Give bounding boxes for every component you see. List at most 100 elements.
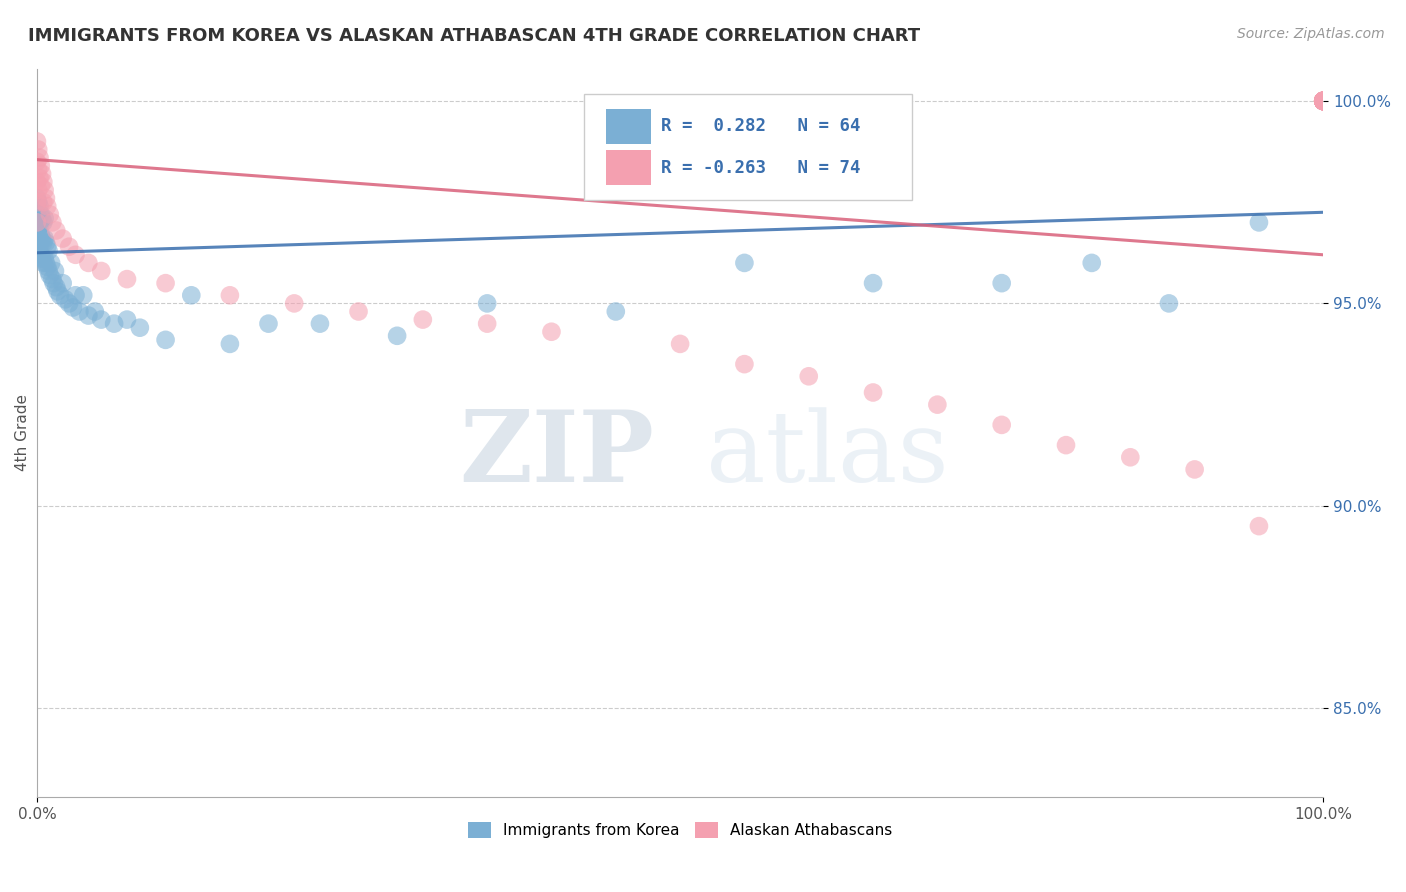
- Point: [52, 276, 75, 290]
- Point: [32, 215, 55, 229]
- Point: [31, 231, 53, 245]
- Point: [1312, 94, 1334, 108]
- Point: [53, 293, 76, 307]
- Point: [1119, 450, 1142, 465]
- Point: [1312, 94, 1334, 108]
- Point: [1312, 94, 1334, 108]
- Point: [27, 195, 49, 210]
- Point: [27, 211, 49, 226]
- Point: [1080, 256, 1102, 270]
- Point: [862, 276, 884, 290]
- Bar: [606, 150, 651, 186]
- Point: [37, 240, 59, 254]
- Point: [42, 276, 65, 290]
- Point: [257, 317, 280, 331]
- Point: [32, 195, 55, 210]
- Point: [90, 312, 112, 326]
- Point: [45, 223, 67, 237]
- Point: [605, 304, 627, 318]
- Point: [44, 264, 66, 278]
- Point: [27, 227, 49, 242]
- Point: [67, 304, 90, 318]
- Point: [27, 162, 49, 177]
- Point: [34, 231, 56, 245]
- Point: [32, 235, 55, 250]
- Point: [30, 248, 52, 262]
- Point: [1312, 94, 1334, 108]
- Point: [155, 276, 177, 290]
- Point: [27, 143, 49, 157]
- Point: [28, 170, 51, 185]
- Point: [35, 235, 58, 250]
- Point: [25, 195, 48, 210]
- Point: [25, 235, 48, 250]
- Point: [90, 264, 112, 278]
- Point: [733, 357, 755, 371]
- Point: [1184, 462, 1206, 476]
- Point: [30, 178, 52, 193]
- Point: [27, 183, 49, 197]
- Point: [1312, 94, 1334, 108]
- Point: [1247, 519, 1270, 533]
- Point: [46, 285, 69, 299]
- Point: [72, 288, 94, 302]
- Point: [1312, 94, 1334, 108]
- Point: [35, 191, 58, 205]
- Point: [219, 288, 242, 302]
- Point: [65, 288, 87, 302]
- Point: [62, 301, 84, 315]
- Text: Source: ZipAtlas.com: Source: ZipAtlas.com: [1237, 27, 1385, 41]
- Point: [30, 227, 52, 242]
- Point: [180, 288, 202, 302]
- Text: R = -0.263   N = 74: R = -0.263 N = 74: [661, 159, 860, 177]
- Point: [1312, 94, 1334, 108]
- Point: [31, 167, 53, 181]
- FancyBboxPatch shape: [583, 94, 911, 200]
- Text: IMMIGRANTS FROM KOREA VS ALASKAN ATHABASCAN 4TH GRADE CORRELATION CHART: IMMIGRANTS FROM KOREA VS ALASKAN ATHABAS…: [28, 27, 921, 45]
- Point: [30, 159, 52, 173]
- Point: [1312, 94, 1334, 108]
- Point: [385, 328, 408, 343]
- Point: [219, 337, 242, 351]
- Point: [35, 256, 58, 270]
- Point: [32, 175, 55, 189]
- Point: [1312, 94, 1334, 108]
- Point: [49, 288, 72, 302]
- Point: [41, 272, 63, 286]
- Point: [1312, 94, 1334, 108]
- Point: [34, 252, 56, 266]
- Point: [30, 207, 52, 221]
- Point: [1312, 94, 1334, 108]
- Point: [27, 244, 49, 258]
- Point: [1312, 94, 1334, 108]
- Point: [41, 215, 63, 229]
- Point: [1312, 94, 1334, 108]
- Point: [39, 256, 62, 270]
- Bar: [606, 109, 651, 144]
- Point: [103, 317, 125, 331]
- Point: [1247, 215, 1270, 229]
- Point: [28, 240, 51, 254]
- Point: [25, 207, 48, 221]
- Point: [990, 276, 1012, 290]
- Point: [28, 219, 51, 234]
- Text: R =  0.282   N = 64: R = 0.282 N = 64: [661, 117, 860, 135]
- Point: [31, 252, 53, 266]
- Point: [128, 320, 150, 334]
- Point: [990, 417, 1012, 432]
- Point: [25, 135, 48, 149]
- Point: [38, 268, 60, 282]
- Point: [669, 337, 692, 351]
- Y-axis label: 4th Grade: 4th Grade: [15, 394, 30, 472]
- Point: [412, 312, 434, 326]
- Legend: Immigrants from Korea, Alaskan Athabascans: Immigrants from Korea, Alaskan Athabasca…: [461, 816, 898, 845]
- Point: [25, 223, 48, 237]
- Point: [31, 211, 53, 226]
- Point: [283, 296, 305, 310]
- Point: [1312, 94, 1334, 108]
- Point: [45, 280, 67, 294]
- Point: [1312, 94, 1334, 108]
- Point: [38, 244, 60, 258]
- Point: [862, 385, 884, 400]
- Point: [1312, 94, 1334, 108]
